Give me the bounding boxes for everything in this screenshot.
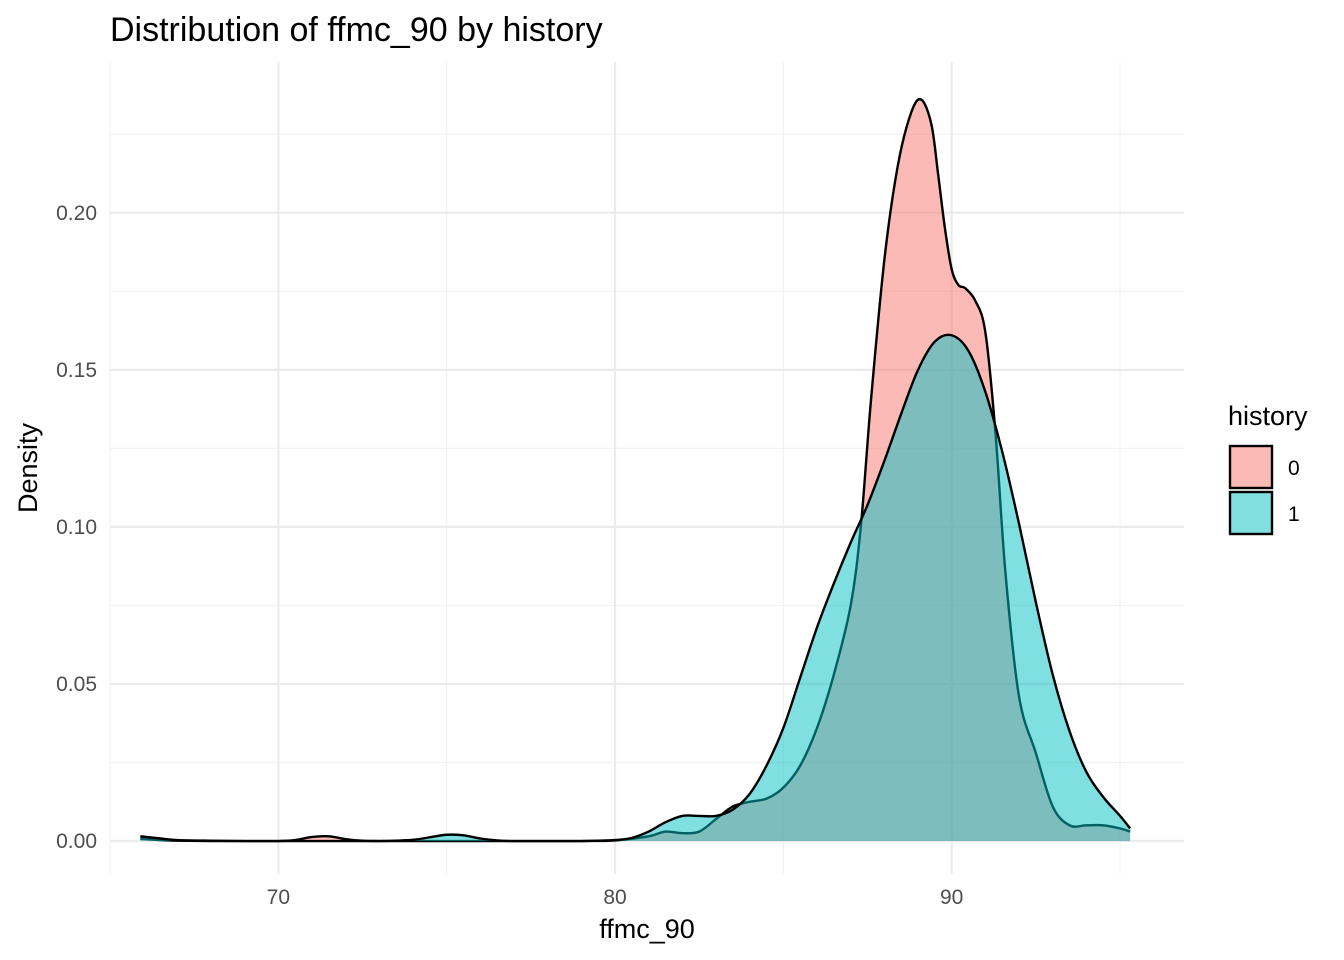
legend-key-history-0 [1228,444,1274,490]
density-curves [140,97,1132,843]
y-tick-label: 0.05 [56,673,97,696]
x-axis-title: ffmc_90 [599,914,695,944]
legend-label-history-0: 0 [1288,457,1300,480]
y-tick-label: 0.00 [56,830,97,853]
legend-label-history-1: 1 [1288,503,1300,526]
x-axis-ticks: 70 80 90 [267,886,964,909]
density-line-history-1 [140,333,1132,843]
x-tick-label: 80 [603,886,626,909]
x-tick-label: 90 [940,886,963,909]
legend-title: history [1228,401,1308,431]
y-tick-label: 0.10 [56,516,97,539]
y-tick-label: 0.20 [56,202,97,225]
legend-items: 01 [1228,444,1300,536]
density-area-history-1 [140,334,1131,842]
x-tick-label: 70 [267,886,290,909]
y-tick-label: 0.15 [56,359,97,382]
chart-title: Distribution of ffmc_90 by history [110,11,603,49]
y-axis-title: Density [13,422,43,513]
legend: history 01 [1228,401,1308,536]
y-axis-ticks: 0.00 0.05 0.10 0.15 0.20 [56,202,97,853]
legend-key-history-1 [1228,490,1274,536]
